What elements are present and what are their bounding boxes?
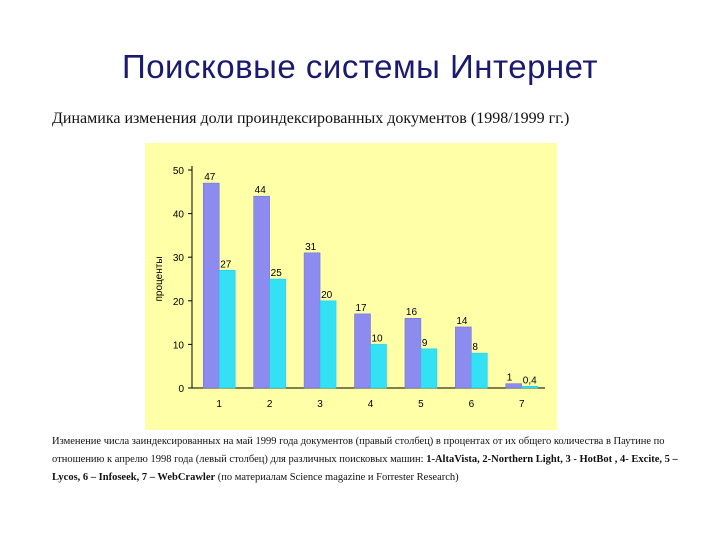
bar-value-label: 10 bbox=[372, 333, 384, 344]
bar-chart: 01020304050проценты472714425231203171041… bbox=[154, 166, 545, 410]
x-tick-label: 7 bbox=[519, 399, 525, 410]
bar-series1 bbox=[404, 317, 422, 389]
chart-subtitle: Динамика изменения доли проиндексированн… bbox=[52, 110, 570, 127]
y-tick-label: 50 bbox=[173, 166, 185, 177]
bar-value-label: 20 bbox=[321, 290, 333, 301]
bar-value-label: 1 bbox=[507, 373, 513, 384]
bar-value-label: 47 bbox=[204, 172, 216, 183]
x-tick-label: 5 bbox=[418, 399, 424, 410]
bar-value-label: 31 bbox=[305, 242, 317, 253]
y-tick-label: 30 bbox=[173, 253, 185, 264]
bar-value-label: 17 bbox=[356, 303, 368, 314]
bar-series2 bbox=[319, 300, 337, 389]
x-tick-label: 1 bbox=[216, 399, 222, 410]
bar-value-label: 14 bbox=[456, 316, 468, 327]
x-tick-label: 2 bbox=[267, 399, 273, 410]
bar-value-label: 44 bbox=[255, 185, 267, 196]
x-tick-label: 6 bbox=[469, 399, 475, 410]
bar-value-label: 9 bbox=[422, 338, 428, 349]
bar-series2 bbox=[521, 386, 539, 389]
bar-series1 bbox=[303, 252, 321, 389]
bar-value-label: 25 bbox=[271, 268, 283, 279]
y-tick-label: 0 bbox=[178, 384, 184, 395]
bar-series2 bbox=[269, 278, 286, 389]
bar-series1 bbox=[505, 383, 523, 389]
bar-series2 bbox=[420, 348, 438, 389]
x-tick-label: 3 bbox=[317, 399, 323, 410]
y-tick-label: 10 bbox=[173, 340, 185, 351]
caption-engines: 1-AltaVista, 2-Northern Light, 3 - HotBo… bbox=[52, 454, 678, 483]
bar-series1 bbox=[354, 313, 371, 389]
bar-value-label: 27 bbox=[220, 259, 232, 270]
chart-area: 0 10 20 30 40 50 проценты 47 27 1 44 25 2 31 20 3 17 10 4 1… bbox=[145, 143, 557, 430]
caption-source: (по материалам Science magazine и Forres… bbox=[215, 472, 459, 483]
bar-value-label: 16 bbox=[406, 307, 418, 318]
y-axis-label: проценты bbox=[154, 256, 165, 301]
y-tick-label: 20 bbox=[173, 297, 185, 308]
bar-series1 bbox=[253, 195, 270, 389]
bar-series1 bbox=[202, 182, 220, 389]
bar-series1 bbox=[455, 326, 472, 389]
bar-value-label: 8 bbox=[472, 342, 478, 353]
bar-series2 bbox=[218, 270, 236, 389]
chart-caption: Изменение числа заиндексированных на май… bbox=[52, 433, 702, 487]
x-tick-label: 4 bbox=[368, 399, 374, 410]
bar-series2 bbox=[370, 344, 387, 389]
caption-intro: Изменение числа заиндексированных на май… bbox=[52, 436, 665, 465]
slide-title: Поисковые системы Интернет bbox=[121, 48, 599, 85]
bar-value-label: 0,4 bbox=[523, 375, 537, 386]
bar-series2 bbox=[471, 352, 488, 389]
y-tick-label: 40 bbox=[173, 210, 185, 221]
